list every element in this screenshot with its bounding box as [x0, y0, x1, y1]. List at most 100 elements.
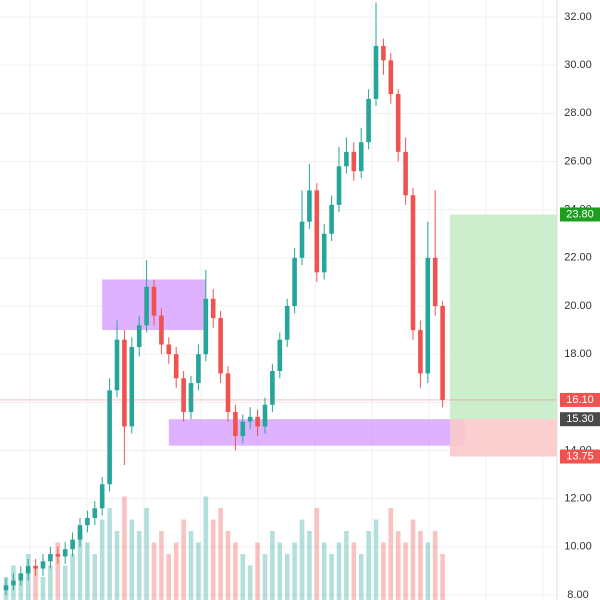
candle-body	[77, 525, 83, 540]
candle-body	[336, 166, 342, 205]
price-label: 16.10	[566, 394, 594, 406]
volume-bar	[262, 554, 268, 600]
candle-body	[373, 45, 379, 99]
volume-bar	[425, 542, 431, 600]
candle-body	[299, 221, 305, 258]
volume-bar	[299, 519, 305, 600]
candle-body	[107, 390, 112, 485]
y-tick-label: 18.00	[564, 348, 592, 360]
volume-bar	[277, 542, 283, 600]
candle-body	[440, 306, 445, 400]
volume-bar	[314, 508, 320, 600]
candle-body	[284, 306, 290, 340]
y-tick-label: 10.00	[564, 541, 592, 553]
candle-body	[48, 554, 53, 562]
volume-bar	[181, 519, 186, 600]
candle-body	[358, 142, 364, 172]
candle-body	[425, 257, 431, 374]
price-label-box	[560, 392, 600, 407]
volume-bar	[77, 531, 83, 600]
plot-area	[0, 0, 557, 600]
candle-body	[166, 344, 172, 355]
y-tick-label: 32.00	[564, 11, 592, 23]
candle-body	[277, 339, 283, 372]
y-tick-label: 22.00	[564, 252, 592, 264]
candle-body	[247, 416, 253, 422]
volume-bar	[284, 554, 290, 600]
candle-body	[92, 508, 98, 518]
price-label: 13.75	[566, 450, 594, 462]
volume-bar	[159, 531, 164, 600]
candle-body	[129, 346, 135, 427]
candle-body	[210, 298, 216, 319]
candle-body	[203, 298, 209, 355]
volume-bar	[40, 577, 46, 600]
volume-bar	[395, 531, 401, 600]
y-tick-label: 30.00	[564, 59, 592, 71]
profit-zone	[450, 214, 557, 420]
candle-body	[233, 411, 238, 437]
volume-bar	[292, 542, 297, 600]
volume-bar	[233, 542, 238, 600]
volume-bar	[432, 531, 438, 600]
candle-body	[381, 45, 386, 61]
volume-bar	[122, 496, 127, 600]
candle-body	[270, 371, 275, 405]
volume-bar	[210, 519, 216, 600]
volume-bar	[240, 554, 246, 600]
volume-bar	[18, 577, 24, 600]
candle-body	[432, 257, 438, 306]
candle-body	[151, 286, 157, 316]
candle-body	[159, 315, 164, 345]
candle-body	[114, 339, 120, 391]
candle-body	[25, 566, 31, 574]
price-label-box	[560, 449, 600, 464]
candle-body	[196, 354, 201, 384]
candle-body	[344, 151, 349, 167]
volume-bar	[418, 531, 423, 600]
y-tick-label: 28.00	[564, 107, 592, 119]
candle-body	[403, 151, 408, 196]
volume-bar	[166, 554, 172, 600]
candle-body	[410, 195, 416, 331]
zone	[168, 419, 465, 446]
candle-body	[262, 404, 268, 427]
candle-body	[122, 339, 127, 427]
candle-body	[62, 549, 68, 557]
candle-body	[85, 517, 90, 526]
candle-body	[218, 318, 223, 374]
volume-bar	[225, 531, 231, 600]
candle-body	[255, 416, 260, 427]
volume-bar	[336, 542, 342, 600]
candle-body	[366, 98, 371, 143]
volume-bar	[136, 531, 142, 600]
candle-body	[395, 94, 401, 152]
y-tick-label: 8.00	[567, 589, 588, 600]
candle-body	[99, 484, 105, 509]
candle-body	[225, 373, 231, 412]
price-label: 23.80	[566, 208, 594, 220]
candle-body	[388, 60, 394, 95]
candle-body	[321, 233, 327, 273]
volume-bar	[440, 554, 445, 600]
volume-bar	[344, 531, 349, 600]
candle-body	[292, 257, 297, 306]
candle-body	[33, 566, 38, 569]
volume-bar	[366, 531, 371, 600]
candle-body	[18, 573, 24, 581]
volume-bar	[247, 565, 253, 600]
candle-body	[314, 190, 320, 273]
volume-bar	[62, 565, 68, 600]
volume-bar	[381, 542, 386, 600]
candle-body	[136, 325, 142, 347]
price-label-box	[560, 412, 600, 427]
volume-bar	[196, 542, 201, 600]
candle-body	[351, 151, 357, 172]
candle-body	[173, 354, 179, 379]
candle-body	[329, 204, 334, 234]
volume-bar	[329, 554, 334, 600]
candle-body	[240, 421, 246, 437]
volume-bar	[203, 496, 209, 600]
candle-body	[55, 554, 61, 557]
